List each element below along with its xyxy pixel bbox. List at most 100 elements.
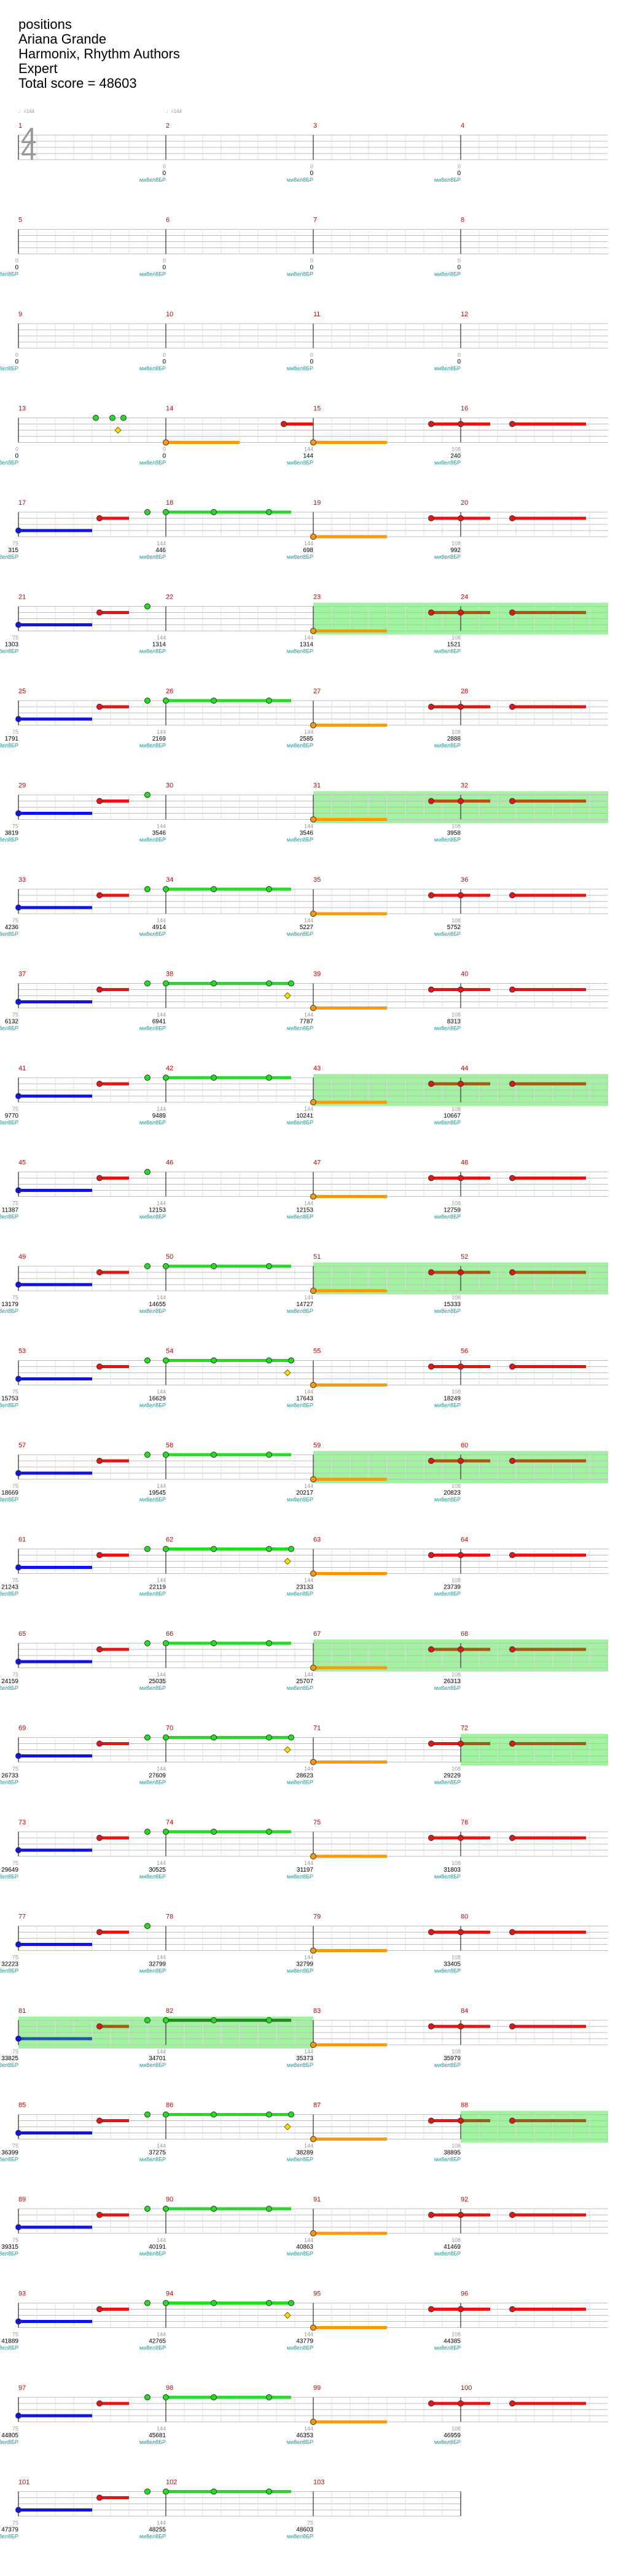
red-note [96, 1835, 103, 1841]
blue-note [15, 810, 21, 817]
overdrive-label: ми8ел8БР [139, 460, 166, 466]
score-label: 32223 [1, 1961, 18, 1968]
score-label: 40863 [296, 2244, 313, 2251]
difficulty: Expert [18, 61, 58, 76]
overdrive-label: ми8ел8БР [287, 271, 313, 278]
measure-number: 88 [461, 2102, 468, 2109]
green-note [163, 980, 169, 987]
overdrive-label: ми8ел8БР [0, 837, 18, 843]
score-label: 37275 [149, 2150, 166, 2157]
overdrive-label: ми8ел8БР [287, 460, 313, 466]
measure-number: 34 [166, 876, 173, 884]
overdrive-label: ми8ел8БР [287, 1780, 313, 1786]
measure-number: 68 [461, 1630, 468, 1638]
orange-note [310, 1665, 316, 1671]
score-label: 0 [162, 265, 166, 271]
score-label: 3546 [152, 830, 166, 837]
red-note [428, 1363, 434, 1370]
measure-number: 26 [166, 688, 173, 695]
tempo-label: 75 [12, 1106, 18, 1112]
blue-note [15, 1470, 21, 1476]
measure-number: 92 [461, 2196, 468, 2203]
red-note [458, 704, 464, 710]
measure-number: 42 [166, 1065, 173, 1072]
red-note [509, 704, 515, 710]
measure-number: 73 [18, 1819, 26, 1826]
red-note [509, 986, 515, 993]
score-label: 48603 [296, 2527, 313, 2534]
tempo-label: 0 [310, 352, 313, 358]
red-note [509, 2117, 515, 2124]
red-note [458, 2117, 464, 2124]
orange-note [310, 2042, 316, 2048]
red-note [96, 609, 103, 616]
overdrive-label: ми8ел8БР [434, 2157, 461, 2163]
tempo-label: 0 [310, 163, 313, 169]
score-label: 0 [15, 359, 18, 365]
orange-note [310, 1193, 316, 1200]
red-note [281, 421, 287, 427]
green-note [144, 603, 150, 610]
tempo-label: 144 [304, 2049, 313, 2055]
overdrive-label: ми8ел8БР [434, 931, 461, 937]
green-note [266, 509, 272, 515]
green-note [163, 1075, 169, 1081]
overdrive-label: ми8ел8БР [287, 2157, 313, 2163]
measure-number: 39 [313, 971, 321, 978]
measure-number: 99 [313, 2384, 321, 2392]
overdrive-label: ми8ел8БР [139, 2345, 166, 2351]
tempo-label: 144 [304, 540, 313, 547]
red-note [458, 2212, 464, 2218]
red-note [509, 1269, 515, 1275]
overdrive-label: ми8ел8БР [287, 365, 313, 372]
tempo-label: 144 [304, 1294, 313, 1301]
red-note [96, 515, 103, 521]
measure-number: 19 [313, 499, 321, 507]
overdrive-label: ми8ел8БР [287, 2534, 313, 2540]
orange-note [310, 911, 316, 917]
score-label: 31197 [297, 1867, 314, 1874]
measure-number: 35 [313, 876, 321, 884]
overdrive-label: ми8ел8БР [434, 1591, 461, 1597]
red-note [509, 798, 515, 804]
score-label: 1314 [300, 642, 314, 648]
measure-number: 49 [18, 1253, 26, 1261]
measure-number: 8 [461, 217, 464, 224]
red-note [428, 1929, 434, 1936]
score-label: 0 [457, 359, 461, 365]
blue-note [15, 527, 21, 534]
blue-note [15, 1564, 21, 1571]
yellow-note [114, 426, 122, 434]
red-note [96, 1269, 103, 1275]
measure-number: 28 [461, 688, 468, 695]
overdrive-label: ми8ел8БР [139, 1591, 166, 1597]
red-note [96, 704, 103, 710]
green-note [288, 1546, 294, 1552]
tempo-label: 144 [304, 917, 313, 924]
measure-number: 14 [166, 405, 173, 413]
measure-number: 97 [18, 2384, 26, 2392]
overdrive-label: ми8ел8БР [434, 1780, 461, 1786]
orange-note [310, 2419, 316, 2425]
score-label: 11387 [2, 1207, 19, 1214]
green-note [266, 2394, 272, 2400]
overdrive-label: ми8ел8БР [0, 931, 18, 937]
green-note [144, 1546, 150, 1552]
green-note [266, 980, 272, 987]
tempo-label: 144 [304, 1200, 313, 1207]
overdrive-label: ми8ел8БР [139, 554, 166, 560]
measure-number: 95 [313, 2290, 321, 2298]
score-label: 38289 [296, 2150, 313, 2157]
score-label: 15753 [1, 1396, 18, 1403]
score-label: 25035 [149, 1678, 166, 1685]
tempo-label: 108 [451, 1012, 461, 1018]
score-label: 19545 [149, 1490, 166, 1496]
tempo-label: 0 [15, 352, 18, 358]
green-note [144, 886, 150, 892]
overdrive-label: ми8ел8БР [287, 554, 313, 560]
overdrive-label: ми8ел8БР [434, 2251, 461, 2257]
measure-number: 2 [166, 122, 170, 130]
blue-note [15, 1376, 21, 1382]
measure-number: 45 [18, 1159, 26, 1167]
measure-number: 54 [166, 1348, 173, 1355]
